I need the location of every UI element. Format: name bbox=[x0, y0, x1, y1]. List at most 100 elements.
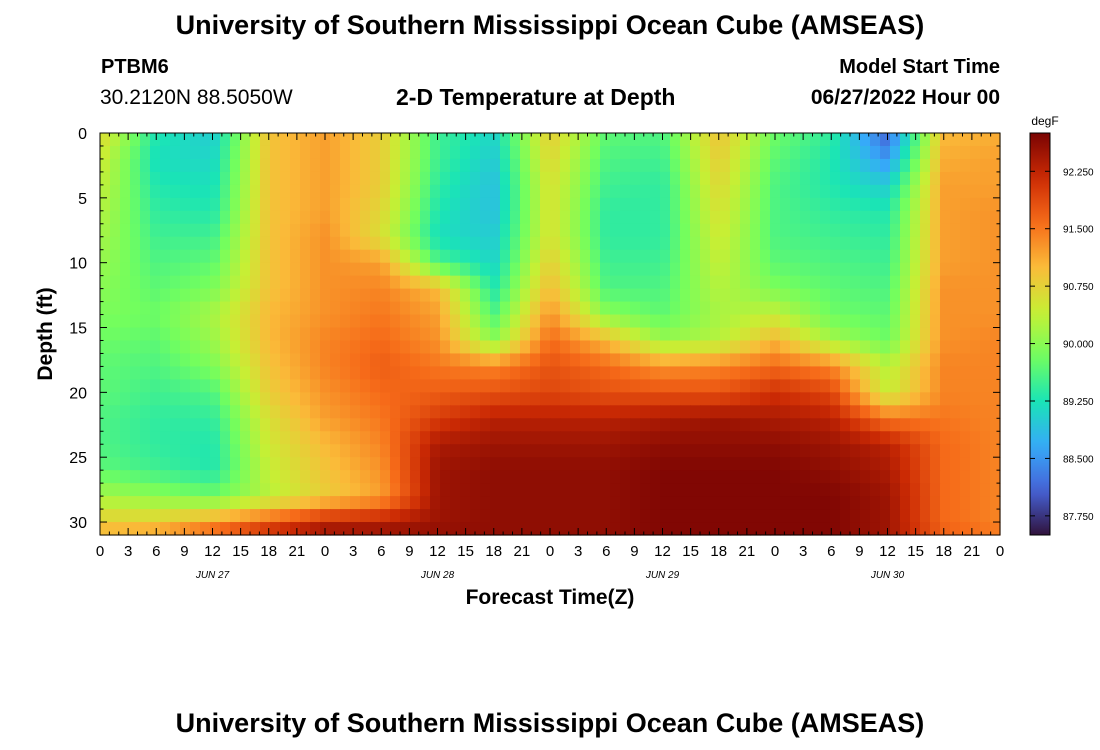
heatmap-cell bbox=[510, 418, 521, 432]
heatmap-cell bbox=[220, 184, 231, 199]
heatmap-cell bbox=[270, 275, 281, 290]
heatmap-cell bbox=[970, 314, 981, 329]
heatmap-cell bbox=[580, 418, 591, 432]
heatmap-cell bbox=[910, 314, 921, 329]
heatmap-cell bbox=[760, 457, 771, 471]
heatmap-cell bbox=[420, 405, 431, 419]
heatmap-cell bbox=[900, 392, 911, 406]
heatmap-cell bbox=[810, 327, 821, 342]
heatmap-cell bbox=[210, 197, 221, 212]
heatmap-cell bbox=[710, 314, 721, 329]
heatmap-cell bbox=[890, 249, 901, 264]
heatmap-cell bbox=[270, 483, 281, 497]
heatmap-cell bbox=[830, 223, 841, 238]
heatmap-cell bbox=[550, 340, 561, 355]
plot-axes: 0 3 6 9 12 15 18 21 0 3 6 9 12 15 18 21 0 3 6 9 12 15 18 21 0 3 6 9… bbox=[69, 126, 1004, 581]
heatmap-cell bbox=[170, 262, 181, 277]
heatmap-cell bbox=[330, 197, 341, 212]
heatmap-cell bbox=[500, 184, 511, 199]
heatmap-cell bbox=[770, 197, 781, 212]
heatmap-cell bbox=[400, 457, 411, 471]
heatmap-cell bbox=[100, 262, 111, 277]
heatmap-cell bbox=[960, 133, 971, 147]
heatmap-cell bbox=[440, 145, 451, 160]
heatmap-cell bbox=[310, 236, 321, 251]
heatmap-cell bbox=[520, 483, 531, 497]
heatmap-cell bbox=[560, 249, 571, 264]
heatmap-cell bbox=[760, 379, 771, 393]
heatmap-cell bbox=[970, 210, 981, 225]
heatmap-cell bbox=[630, 496, 641, 510]
heatmap-cell bbox=[600, 431, 611, 445]
heatmap-cell bbox=[420, 145, 431, 160]
heatmap-cell bbox=[110, 197, 121, 212]
heatmap-cell bbox=[840, 379, 851, 393]
heatmap-cell bbox=[110, 223, 121, 238]
heatmap-cell bbox=[610, 262, 621, 277]
heatmap-cell bbox=[810, 158, 821, 173]
heatmap-cell bbox=[150, 353, 161, 368]
heatmap-cell bbox=[490, 327, 501, 342]
heatmap-cell bbox=[950, 379, 961, 393]
heatmap-cell bbox=[660, 223, 671, 238]
heatmap-cell bbox=[290, 496, 301, 510]
heatmap-cell bbox=[130, 444, 141, 458]
heatmap-cell bbox=[770, 496, 781, 510]
heatmap-cell bbox=[850, 275, 861, 290]
heatmap-cell bbox=[760, 496, 771, 510]
heatmap-cell bbox=[910, 236, 921, 251]
heatmap-cell bbox=[300, 496, 311, 510]
heatmap-cell bbox=[630, 262, 641, 277]
heatmap-cell bbox=[970, 197, 981, 212]
heatmap-cell bbox=[760, 483, 771, 497]
heatmap-cell bbox=[990, 379, 1001, 393]
heatmap-cell bbox=[770, 392, 781, 406]
heatmap-cell bbox=[640, 327, 651, 342]
heatmap-cell bbox=[350, 405, 361, 419]
heatmap-cell bbox=[380, 431, 391, 445]
heatmap-cell bbox=[710, 301, 721, 316]
heatmap-cell bbox=[790, 340, 801, 355]
heatmap-cell bbox=[770, 457, 781, 471]
heatmap-cell bbox=[340, 236, 351, 251]
heatmap-cell bbox=[970, 353, 981, 368]
heatmap-cell bbox=[410, 236, 421, 251]
heatmap-cell bbox=[770, 509, 781, 523]
heatmap-cell bbox=[420, 275, 431, 290]
heatmap-cell bbox=[360, 327, 371, 342]
heatmap-cell bbox=[750, 444, 761, 458]
heatmap-cell bbox=[880, 392, 891, 406]
heatmap-cell bbox=[400, 340, 411, 355]
heatmap-cell bbox=[980, 392, 991, 406]
heatmap-cell bbox=[770, 301, 781, 316]
heatmap-cell bbox=[360, 249, 371, 264]
heatmap-cell bbox=[100, 236, 111, 251]
heatmap-cell bbox=[810, 301, 821, 316]
heatmap-cell bbox=[270, 133, 281, 147]
heatmap-cell bbox=[110, 405, 121, 419]
heatmap-cell bbox=[940, 470, 951, 484]
heatmap-cell bbox=[390, 483, 401, 497]
heatmap-cell bbox=[430, 210, 441, 225]
heatmap-cell bbox=[970, 444, 981, 458]
heatmap-cell bbox=[870, 301, 881, 316]
heatmap-cell bbox=[670, 223, 681, 238]
heatmap-cell bbox=[760, 210, 771, 225]
heatmap-cell bbox=[500, 210, 511, 225]
heatmap-cell bbox=[250, 288, 261, 303]
heatmap-cell bbox=[170, 353, 181, 368]
heatmap-cell bbox=[140, 249, 151, 264]
heatmap-cell bbox=[470, 133, 481, 147]
heatmap-cell bbox=[640, 197, 651, 212]
heatmap-cell bbox=[650, 405, 661, 419]
heatmap-cell bbox=[420, 301, 431, 316]
heatmap-cell bbox=[130, 249, 141, 264]
heatmap-cell bbox=[650, 145, 661, 160]
colorbar-tick-label: 90.000 bbox=[1063, 340, 1094, 351]
heatmap-cell bbox=[430, 470, 441, 484]
heatmap-cell bbox=[530, 236, 541, 251]
heatmap-cell bbox=[160, 353, 171, 368]
heatmap-cell bbox=[870, 223, 881, 238]
heatmap-cell bbox=[500, 327, 511, 342]
heatmap-cell bbox=[600, 197, 611, 212]
